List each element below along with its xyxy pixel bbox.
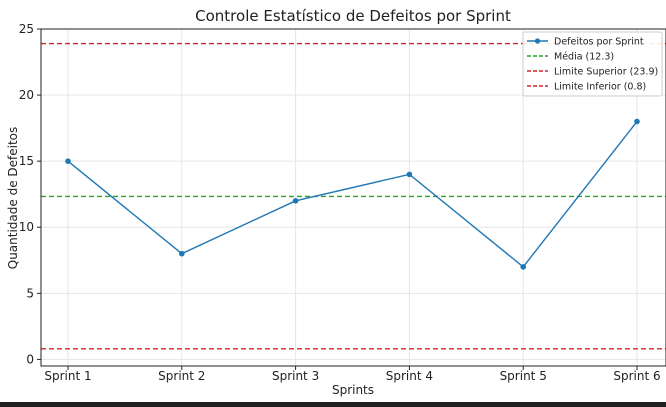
series-line [67,121,638,268]
data-point [292,198,299,204]
data-point [406,171,413,178]
series-layer [65,118,640,270]
x-tick-label: Sprint 2 [158,369,205,383]
x-axis-title: Sprints [332,383,374,397]
legend: Defeitos por Sprint Média (12.3) Limite Su… [522,31,663,97]
chart-title: Controle Estatístico de Defeitos por Spr… [195,7,511,25]
x-tick-label: Sprint 1 [44,369,91,383]
x-tick-label: Sprint 3 [272,369,319,383]
x-axis: Sprint 1 Sprint 2 Sprint 3 Sprint 4 Sprint 5… [44,366,661,383]
plot-area-border [40,28,666,367]
data-point [520,264,526,270]
data-point [179,250,185,257]
y-tick-label: 0 [26,352,34,366]
data-point [634,118,640,125]
legend-label: Limite Superior (23.9) [554,67,658,78]
legend-marker [534,38,541,44]
y-axis-title: Quantidade de Defeitos [6,127,20,270]
legend-label: Média (12.3) [554,52,614,63]
y-tick-label: 15 [19,154,34,168]
y-tick-label: 20 [19,88,34,102]
y-tick-label: 25 [19,22,34,36]
y-tick-label: 5 [26,286,34,300]
data-point [65,158,71,164]
legend-label: Defeitos por Sprint [554,37,644,48]
legend-label: Limite Inferior (0.8) [554,82,646,93]
y-axis: 0 5 10 15 20 25 [19,22,41,366]
x-tick-label: Sprint 5 [500,369,547,383]
y-tick-label: 10 [19,220,34,234]
x-tick-label: Sprint 4 [386,369,433,383]
x-tick-label: Sprint 6 [613,369,660,383]
legend-box [522,31,663,97]
